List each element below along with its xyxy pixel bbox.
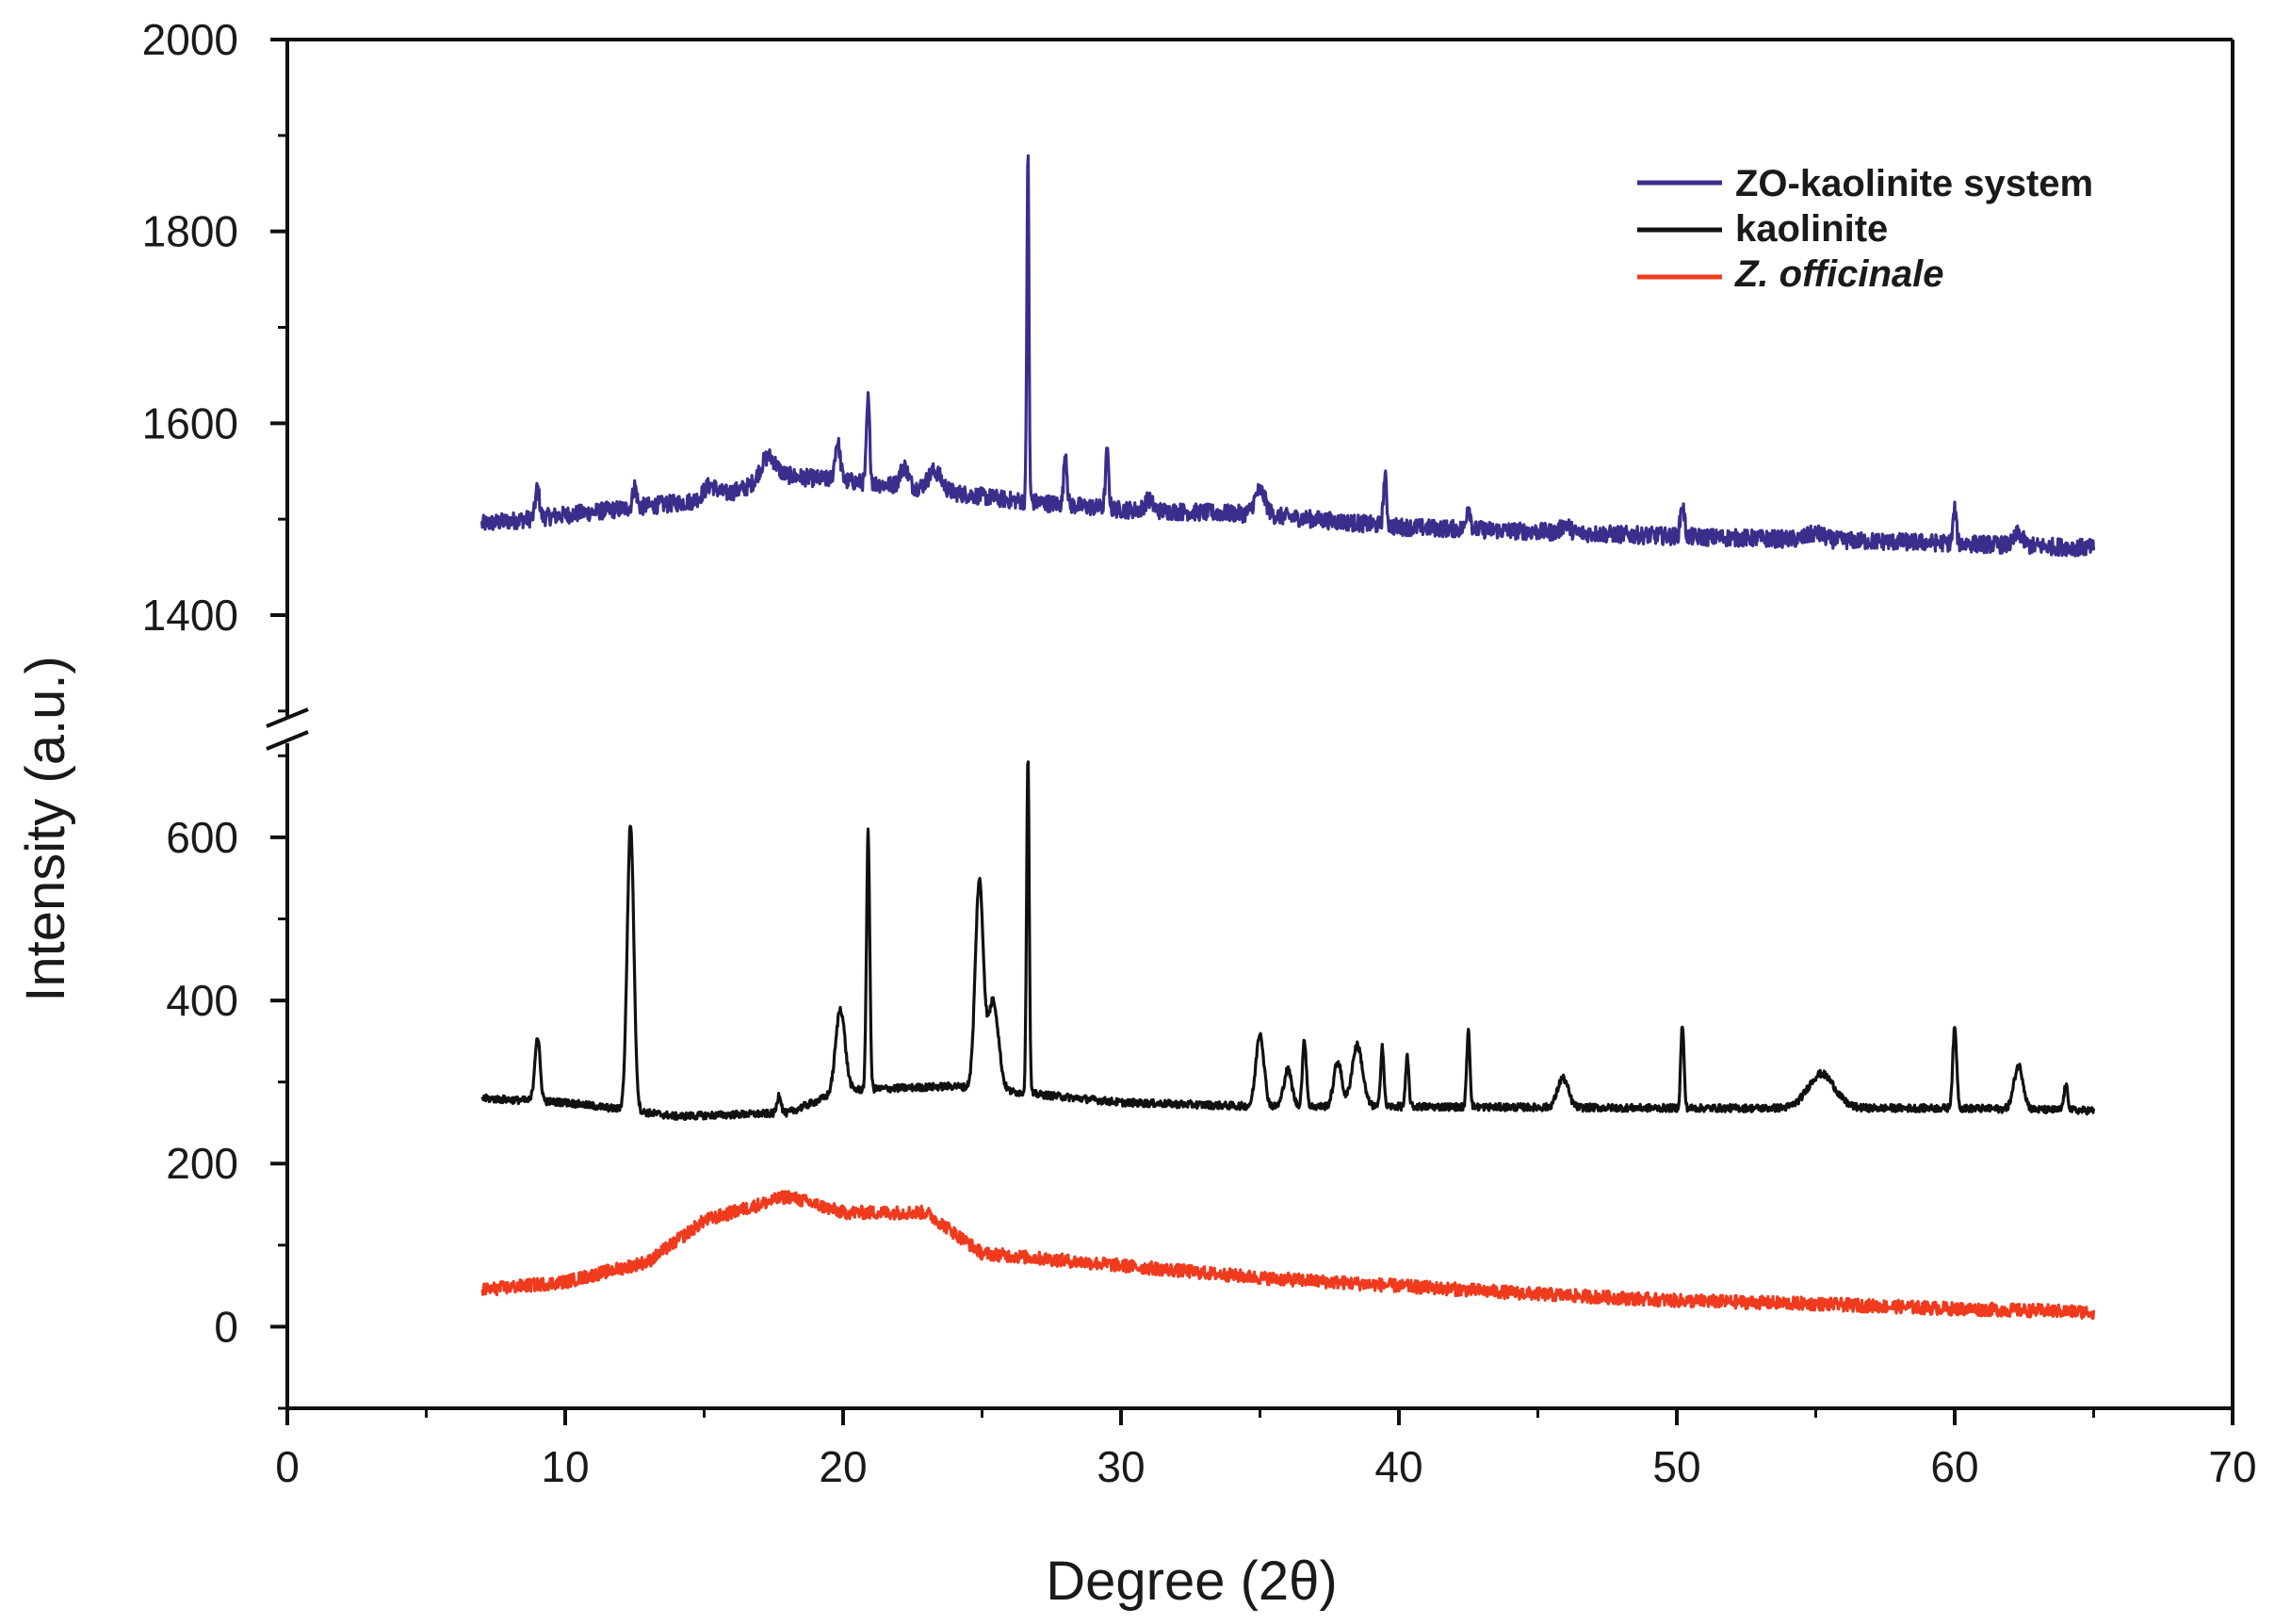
series-line-zo-kaolinite-system bbox=[479, 154, 2096, 558]
y-tick-label-400: 400 bbox=[166, 976, 238, 1025]
series-layer bbox=[479, 154, 2096, 1321]
x-axis-title: Degree (2θ) bbox=[1046, 1551, 1337, 1612]
ticks-layer: 0 10 20 30 40 50 60 70 0 200 400 600 1400 1600 1800 200… bbox=[142, 15, 2257, 1491]
series-line-z-officinale bbox=[480, 1190, 2096, 1321]
y-axis-title: Intensity (a.u.) bbox=[15, 656, 76, 1001]
x-tick-label-10: 10 bbox=[541, 1442, 589, 1491]
y-tick-label-1800: 1800 bbox=[142, 207, 238, 256]
series-line-kaolinite bbox=[480, 760, 2096, 1122]
x-tick-label-50: 50 bbox=[1652, 1442, 1700, 1491]
y-tick-label-600: 600 bbox=[166, 813, 238, 862]
y-tick-label-0: 0 bbox=[214, 1302, 238, 1351]
x-tick-label-60: 60 bbox=[1930, 1442, 1978, 1491]
y-tick-label-2000: 2000 bbox=[142, 15, 238, 64]
axis-break-mark-1 bbox=[266, 707, 309, 728]
legend: ZO-kaolinite system kaolinite Z. officin… bbox=[1637, 163, 2093, 295]
y-tick-label-200: 200 bbox=[166, 1139, 238, 1188]
legend-label-z-officinale: Z. officinale bbox=[1734, 253, 1944, 295]
x-tick-label-70: 70 bbox=[2208, 1442, 2256, 1491]
y-tick-label-1400: 1400 bbox=[142, 591, 238, 640]
x-tick-label-0: 0 bbox=[275, 1442, 300, 1491]
legend-label-kaolinite: kaolinite bbox=[1735, 208, 1888, 250]
x-tick-label-20: 20 bbox=[819, 1442, 867, 1491]
y-tick-label-1600: 1600 bbox=[142, 398, 238, 447]
x-tick-label-30: 30 bbox=[1097, 1442, 1145, 1491]
axis-break-mark-2 bbox=[266, 730, 309, 751]
x-tick-label-40: 40 bbox=[1374, 1442, 1422, 1491]
legend-label-zo-kaolinite: ZO-kaolinite system bbox=[1735, 163, 2093, 204]
